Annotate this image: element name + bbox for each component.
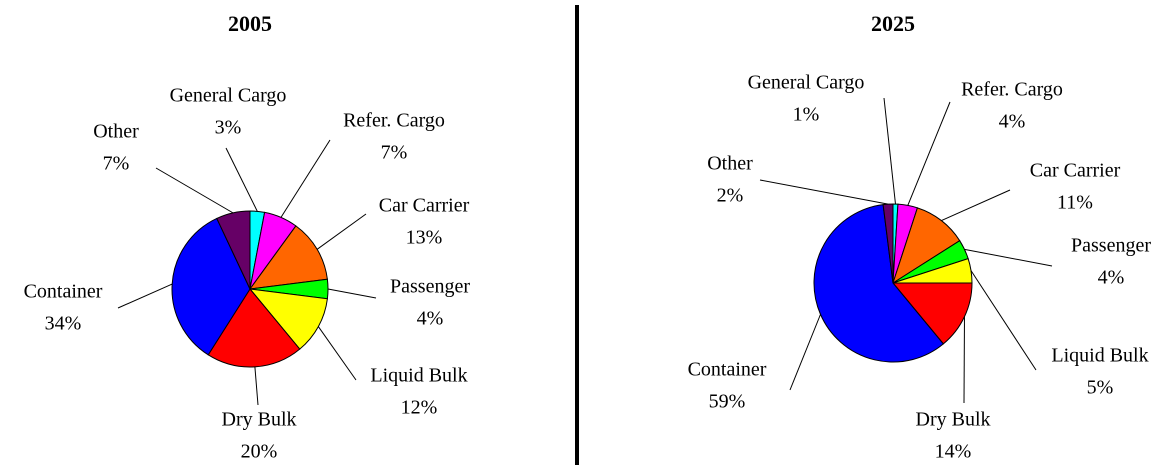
pie-slice (248, 225, 328, 290)
leader-line (883, 97, 896, 205)
chart-title: 2025 (871, 11, 915, 36)
leader-line (941, 189, 1011, 222)
slice-value-label: 4% (417, 308, 444, 330)
leader-line (907, 101, 951, 206)
leader-line (317, 326, 357, 381)
slice-label: Car Carrier (1030, 160, 1121, 182)
slice-value-label: 14% (935, 441, 972, 463)
leader-line (225, 147, 258, 212)
slice-label: Passenger (390, 276, 470, 298)
slice-label: Car Carrier (379, 195, 470, 217)
slice-label: General Cargo (170, 85, 287, 107)
leader-line (117, 283, 173, 309)
slice-value-label: 1% (793, 104, 820, 126)
slice-label: Other (93, 121, 139, 143)
slice-label: Refer. Cargo (961, 79, 1063, 101)
slice-label: General Cargo (748, 72, 865, 94)
pie-slice (813, 204, 945, 363)
slice-label: Liquid Bulk (1051, 345, 1148, 367)
slice-label: Container (688, 359, 767, 381)
slice-value-label: 7% (381, 142, 408, 164)
slice-label: Container (24, 281, 103, 303)
leader-line (280, 139, 331, 218)
slice-value-label: 7% (103, 153, 130, 175)
slice-label: Dry Bulk (222, 409, 297, 431)
leader-line (155, 167, 234, 214)
slice-value-label: 3% (215, 117, 242, 139)
slice-value-label: 13% (406, 227, 443, 249)
pie-slice (882, 203, 894, 284)
leader-line (964, 248, 1053, 267)
divider (575, 5, 579, 465)
leader-line (759, 179, 889, 205)
slice-label: Refer. Cargo (343, 110, 445, 132)
pie-slice (207, 288, 301, 368)
leader-line (254, 366, 259, 406)
slice-value-label: 11% (1057, 192, 1093, 214)
leader-line (970, 270, 1037, 371)
slice-label: Other (707, 153, 753, 175)
slice-label: Dry Bulk (916, 409, 991, 431)
slice-value-label: 12% (401, 397, 438, 419)
slice-value-label: 2% (717, 185, 744, 207)
slice-value-label: 34% (45, 313, 82, 335)
slice-label: Passenger (1071, 235, 1151, 257)
slice-value-label: 4% (999, 111, 1026, 133)
slice-label: Liquid Bulk (370, 365, 467, 387)
pie-slice (171, 217, 251, 356)
chart-title: 2005 (228, 11, 272, 36)
slice-value-label: 5% (1087, 377, 1114, 399)
slice-value-label: 4% (1098, 267, 1125, 289)
leader-line (327, 288, 377, 299)
leader-line (789, 314, 821, 391)
slice-value-label: 20% (241, 441, 278, 463)
pie-slice (216, 210, 251, 290)
slice-value-label: 59% (709, 391, 746, 413)
leader-line (316, 213, 367, 250)
